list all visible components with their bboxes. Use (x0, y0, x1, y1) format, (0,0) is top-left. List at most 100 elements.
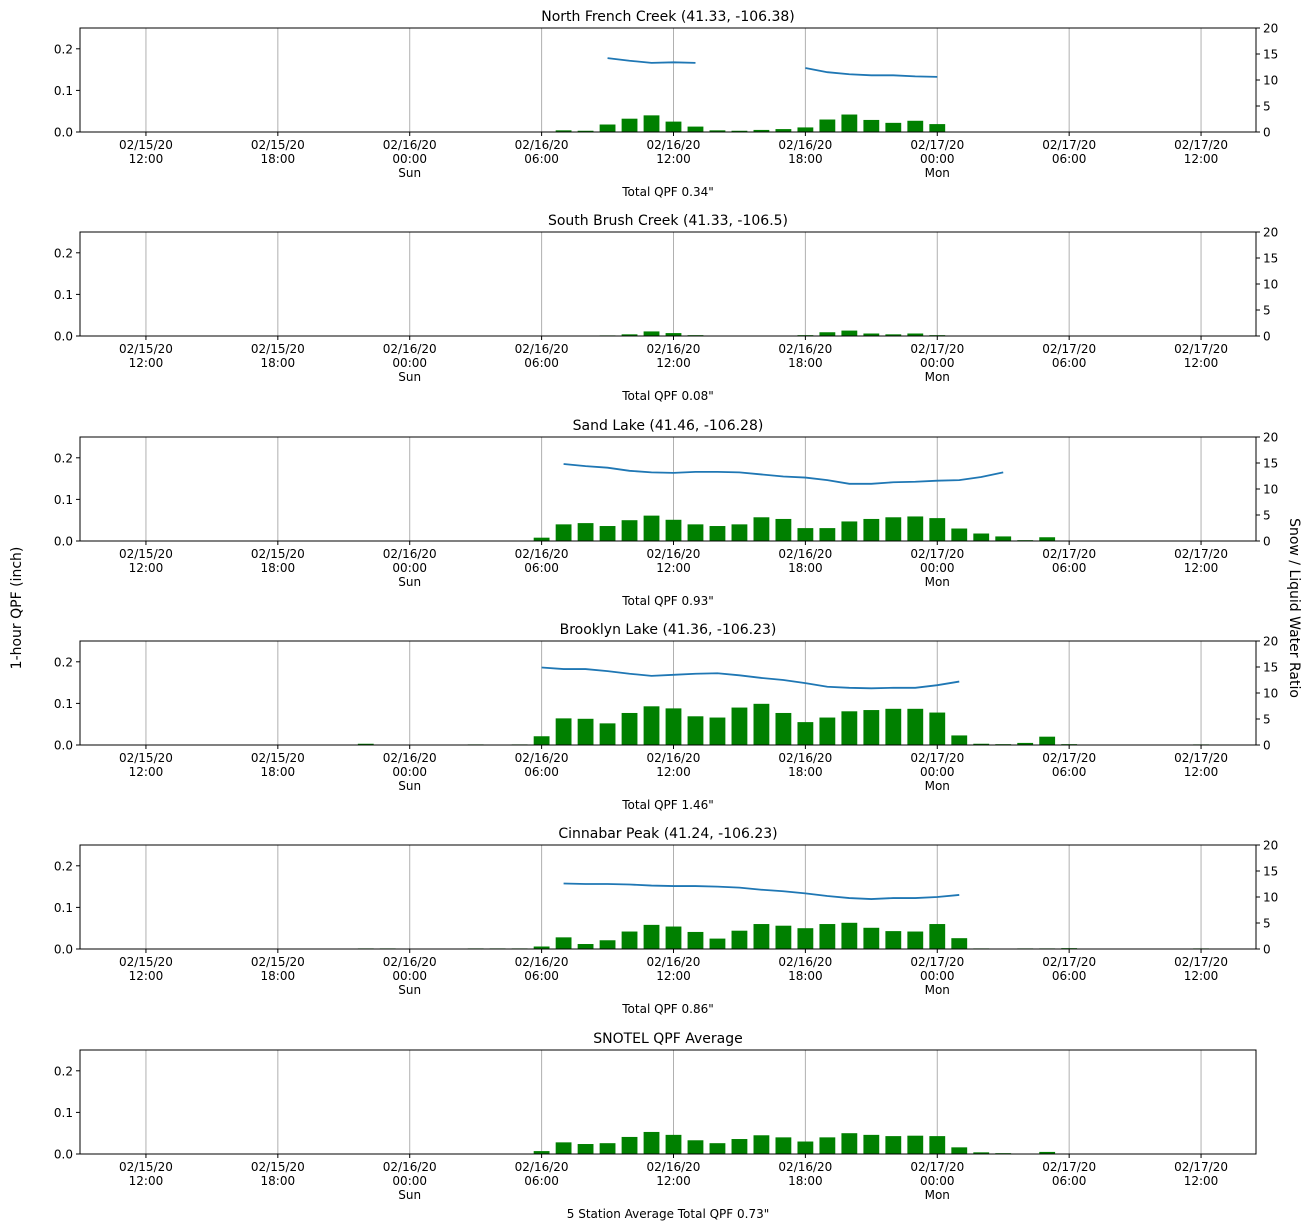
qpf-bar (555, 130, 572, 132)
y-tick-label: 0.1 (54, 84, 73, 98)
qpf-bar (687, 524, 704, 541)
total-qpf-label: Total QPF 0.08" (621, 389, 713, 403)
snow-ratio-line (563, 882, 960, 900)
y-tick-label: 0.1 (54, 1106, 73, 1120)
x-tick-day: Sun (398, 166, 421, 180)
qpf-bar (885, 931, 902, 949)
qpf-bar (863, 1134, 880, 1154)
qpf-bar (643, 515, 660, 541)
x-tick-time: 12:00 (656, 356, 691, 370)
qpf-bar (929, 124, 946, 132)
x-tick-time: 18:00 (261, 765, 296, 779)
x-tick-day: Sun (398, 1188, 421, 1202)
qpf-bar (775, 518, 792, 541)
y-tick-label: 0.2 (54, 42, 73, 56)
total-qpf-label: Total QPF 0.93" (621, 594, 713, 608)
chart-panels: North French Creek (41.33, -106.38) 0 5 10 1… (54, 9, 1278, 1221)
qpf-bar (599, 1143, 616, 1154)
qpf-bar (577, 944, 594, 949)
axes-frame (79, 1049, 1257, 1155)
qpf-bar (863, 333, 880, 336)
x-tick-day: Sun (398, 983, 421, 997)
x-tick-time: 00:00 (920, 356, 955, 370)
ratio-tick-label: 5 (1263, 100, 1271, 114)
x-tick-date: 02/17/20 (1042, 547, 1096, 561)
x-tick-date: 02/17/20 (1174, 138, 1228, 152)
qpf-bar (841, 1133, 858, 1154)
total-qpf-label: Total QPF 0.34" (621, 185, 713, 199)
qpf-bar (533, 736, 550, 745)
chart-title: Sand Lake (41.46, -106.28) (573, 418, 764, 434)
qpf-bar (599, 124, 616, 132)
chart-panel: SNOTEL QPF Average0.00.10.202/15/2012:00… (54, 1031, 1257, 1221)
qpf-bar (357, 743, 374, 745)
qpf-bar (577, 1144, 594, 1154)
qpf-bar (665, 519, 682, 541)
x-tick-date: 02/17/20 (1174, 751, 1228, 765)
chart-panel: Sand Lake (41.46, -106.28) 0 5 10 15 20 0.0 0.1… (54, 418, 1278, 608)
x-tick-time: 12:00 (1184, 561, 1219, 575)
qpf-bar (533, 1151, 550, 1154)
x-tick-time: 12:00 (129, 152, 164, 166)
qpf-bar (709, 717, 726, 745)
qpf-bar (665, 333, 682, 336)
x-tick-time: 06:00 (524, 356, 559, 370)
x-tick-time: 12:00 (1184, 765, 1219, 779)
x-tick-date: 02/15/20 (119, 751, 173, 765)
x-tick-time: 06:00 (1052, 969, 1087, 983)
x-tick-time: 06:00 (524, 969, 559, 983)
qpf-bar (753, 1135, 770, 1154)
x-tick-time: 00:00 (920, 152, 955, 166)
qpf-bar (841, 114, 858, 132)
qpf-bar (929, 924, 946, 949)
x-tick-date: 02/16/20 (515, 751, 569, 765)
x-tick-date: 02/15/20 (119, 342, 173, 356)
x-tick-time: 00:00 (392, 356, 427, 370)
x-tick-time: 18:00 (788, 765, 823, 779)
x-tick-time: 12:00 (1184, 1174, 1219, 1188)
qpf-bar (775, 925, 792, 949)
y-tick-label: 0.0 (54, 943, 73, 957)
chart-panel: Cinnabar Peak (41.24, -106.23) 0 5 10 15 20 0.… (54, 826, 1278, 1016)
qpf-bar (973, 743, 990, 745)
snow-ratio-line (805, 67, 938, 78)
qpf-bar (753, 924, 770, 949)
ratio-tick-label: 5 (1263, 713, 1271, 727)
x-tick-time: 06:00 (1052, 765, 1087, 779)
snow-ratio-line (607, 57, 696, 64)
ratio-tick-label: 15 (1263, 457, 1278, 471)
x-tick-time: 18:00 (788, 152, 823, 166)
x-tick-date: 02/16/20 (383, 1160, 437, 1174)
x-tick-day: Mon (925, 166, 950, 180)
y-tick-label: 0.2 (54, 655, 73, 669)
x-tick-time: 06:00 (1052, 152, 1087, 166)
qpf-bar (643, 331, 660, 336)
x-tick-time: 12:00 (1184, 356, 1219, 370)
qpf-bar (533, 537, 550, 541)
x-tick-time: 12:00 (656, 765, 691, 779)
x-tick-date: 02/17/20 (1042, 751, 1096, 765)
qpf-bar (797, 1141, 814, 1154)
x-tick-date: 02/17/20 (1042, 138, 1096, 152)
qpf-bar (555, 1142, 572, 1154)
qpf-bar (753, 129, 770, 132)
x-tick-date: 02/16/20 (515, 955, 569, 969)
x-tick-time: 12:00 (129, 969, 164, 983)
qpf-bar (907, 120, 924, 132)
chart-title: Brooklyn Lake (41.36, -106.23) (560, 622, 777, 638)
qpf-bar (555, 937, 572, 949)
y-tick-label: 0.0 (54, 330, 73, 344)
x-tick-date: 02/16/20 (647, 342, 701, 356)
qpf-bar (929, 712, 946, 745)
x-tick-date: 02/15/20 (251, 1160, 305, 1174)
qpf-bar (1039, 736, 1056, 745)
x-tick-date: 02/17/20 (1174, 342, 1228, 356)
x-tick-time: 06:00 (524, 1174, 559, 1188)
qpf-bar (621, 1136, 638, 1154)
chart-title: SNOTEL QPF Average (593, 1031, 742, 1047)
x-tick-day: Mon (925, 575, 950, 589)
qpf-bar (885, 517, 902, 541)
qpf-bar (951, 1147, 968, 1154)
x-tick-time: 18:00 (261, 969, 296, 983)
x-tick-date: 02/15/20 (251, 342, 305, 356)
